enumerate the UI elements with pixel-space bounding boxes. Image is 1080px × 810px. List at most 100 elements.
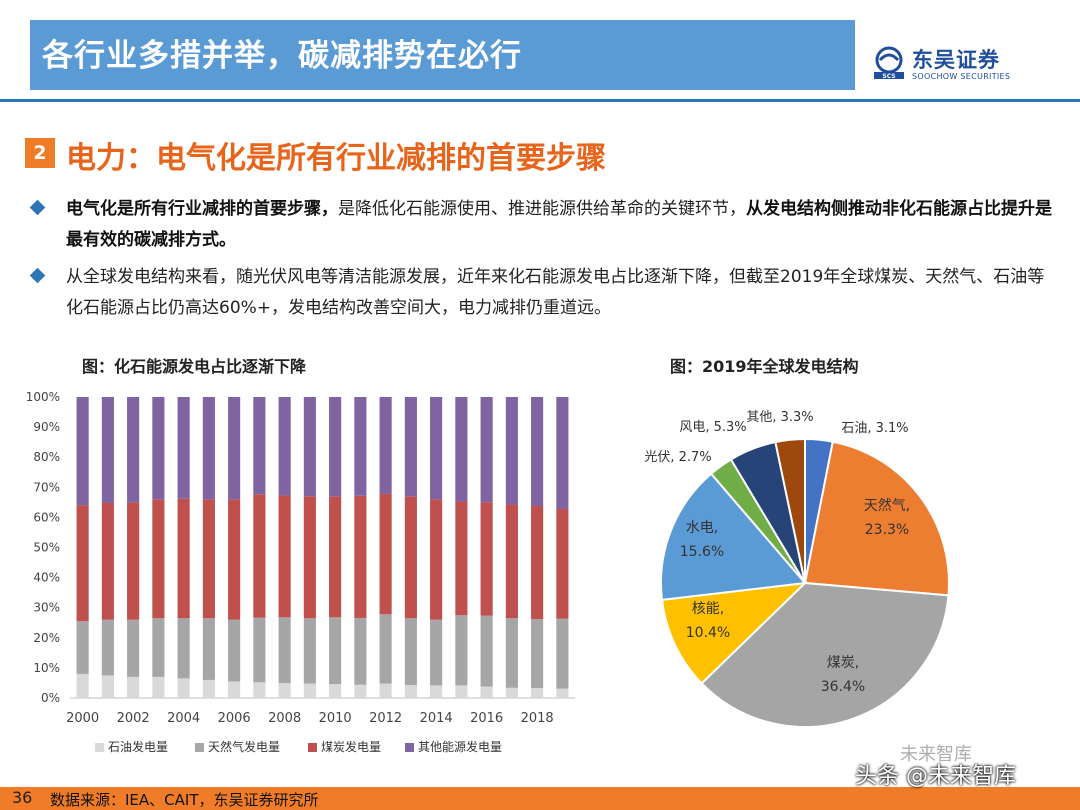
bar-segment-2015-0 (455, 685, 468, 698)
bullet-point-2: 从全球发电结构来看，随光伏风电等清洁能源发展，近年来化石能源发电占比逐渐下降，但… (29, 262, 1047, 326)
bar-segment-2002-2 (127, 502, 140, 620)
bullet-1-bold-tail: 从发电结构侧推动非化石能源占比提升是最有效的碳减排方式。 (66, 199, 1052, 250)
legend-swatch (195, 743, 204, 752)
watermark-faint: 未来智库 (900, 744, 972, 765)
pie-label-水电-name: 水电, (686, 520, 718, 536)
bar-segment-2003-1 (152, 618, 165, 677)
bar-segment-2016-2 (480, 502, 493, 616)
bar-segment-2008-0 (278, 682, 291, 698)
bar-segment-2006-1 (228, 619, 241, 682)
bar-segment-2017-3 (505, 397, 518, 505)
pie-label-核能-value: 10.4% (686, 625, 730, 641)
bar-segment-2007-0 (253, 682, 266, 698)
legend-item-oil: 石油发电量 (95, 738, 168, 755)
section-title: 电力：电气化是所有行业减排的首要步骤 (66, 141, 606, 176)
bar-segment-2007-2 (253, 494, 266, 618)
y-tick-label: 0% (41, 691, 60, 705)
bullet-1-bold-lead: 电气化是所有行业减排的首要步骤， (66, 199, 338, 219)
y-tick-label: 50% (33, 541, 60, 555)
legend-label: 其他能源发电量 (418, 740, 503, 754)
bar-segment-2008-1 (278, 617, 291, 683)
legend-item-other: 其他能源发电量 (405, 738, 502, 755)
bar-segment-2000-1 (76, 621, 89, 674)
bar-segment-2014-2 (430, 499, 443, 620)
pie-label-核能-name: 核能, (692, 601, 724, 617)
bar-segment-2010-2 (329, 496, 342, 618)
bar-segment-2007-3 (253, 397, 266, 495)
bar-segment-2012-0 (379, 683, 392, 698)
logo-mark-text: SCS (882, 73, 895, 80)
pie-label-煤炭-name: 煤炭, (827, 655, 859, 671)
pie-label-其他: 其他, 3.3% (746, 410, 813, 425)
company-logo: SCS 东吴证券 SOOCHOW SECURITIES (872, 44, 1032, 88)
bar-segment-2001-3 (101, 397, 114, 503)
bar-segment-2018-3 (531, 397, 544, 506)
y-tick-label: 90% (33, 420, 60, 434)
bar-segment-2008-3 (278, 397, 291, 496)
bar-segment-2018-2 (531, 505, 544, 620)
bullet-diamond-icon (29, 267, 46, 284)
pie-label-煤炭-value: 36.4% (821, 679, 865, 695)
bar-segment-2009-2 (303, 496, 316, 619)
bar-segment-2006-2 (228, 499, 241, 620)
x-tick-label: 2008 (268, 711, 301, 726)
bar-segment-2005-0 (202, 679, 215, 698)
legend-label: 煤炭发电量 (321, 740, 382, 754)
logo-en-text: SOOCHOW SECURITIES (912, 72, 1011, 81)
pie-slice-天然气 (803, 440, 950, 597)
page-number: 36 (12, 788, 33, 807)
logo-mark-icon: SCS (874, 46, 904, 80)
pie-label-石油: 石油, 3.1% (841, 421, 908, 436)
bar-segment-2013-0 (404, 685, 417, 698)
bar-segment-2004-0 (177, 678, 190, 698)
watermark: 头条 @未来智库 (855, 764, 1016, 789)
bar-segment-2000-0 (76, 673, 89, 698)
x-tick-label: 2002 (117, 711, 150, 726)
legend-swatch (308, 743, 317, 752)
bar-segment-2011-0 (354, 684, 367, 698)
bar-segment-2008-2 (278, 495, 291, 618)
bar-segment-2009-0 (303, 683, 316, 698)
bar-segment-2002-0 (127, 676, 140, 698)
legend-label: 天然气发电量 (208, 740, 281, 754)
legend-item-coal: 煤炭发电量 (308, 738, 381, 755)
bar-segment-2014-1 (430, 619, 443, 686)
footer-bar (0, 787, 1080, 810)
bullet-1-text: 电气化是所有行业减排的首要步骤，是降低化石能源使用、推进能源供给革命的关键环节，… (66, 194, 1056, 256)
y-tick-label: 100% (26, 390, 60, 404)
bar-segment-2005-3 (202, 397, 215, 500)
bar-segment-2018-0 (531, 688, 544, 698)
bar-segment-2015-2 (455, 501, 468, 616)
bar-segment-2011-1 (354, 617, 367, 685)
legend-item-gas: 天然气发电量 (195, 738, 280, 755)
header-divider (0, 99, 1080, 102)
pie-chart-title: 图：2019年全球发电结构 (670, 357, 859, 376)
bullet-2-text: 从全球发电结构来看，随光伏风电等清洁能源发展，近年来化石能源发电占比逐渐下降，但… (66, 267, 1045, 318)
bar-segment-2009-1 (303, 618, 316, 684)
bar-segment-2012-1 (379, 614, 392, 684)
bar-segment-2003-3 (152, 397, 165, 500)
bar-segment-2013-3 (404, 397, 417, 497)
bar-segment-2003-2 (152, 499, 165, 619)
bar-segment-2016-0 (480, 686, 493, 698)
bar-segment-2012-2 (379, 493, 392, 615)
x-tick-label: 2016 (470, 711, 503, 726)
bar-segment-2017-2 (505, 504, 518, 619)
section-number-badge: 2 (25, 138, 55, 168)
bar-segment-2019-3 (556, 397, 569, 509)
bar-segment-2010-1 (329, 617, 342, 685)
pie-slice-煤炭 (700, 581, 950, 728)
bar-segment-2000-2 (76, 505, 89, 622)
bar-segment-2003-0 (152, 676, 165, 698)
y-tick-label: 40% (33, 571, 60, 585)
bar-segment-2006-3 (228, 397, 241, 500)
header-bar (30, 20, 855, 90)
bar-segment-2004-1 (177, 618, 190, 679)
y-tick-label: 10% (33, 661, 60, 675)
y-tick-label: 60% (33, 510, 60, 524)
x-tick-label: 2010 (319, 711, 352, 726)
pie-label-天然气-name: 天然气, (864, 497, 910, 514)
pie-label-水电-value: 15.6% (680, 544, 724, 560)
y-tick-label: 80% (33, 450, 60, 464)
bar-segment-2019-1 (556, 618, 569, 689)
